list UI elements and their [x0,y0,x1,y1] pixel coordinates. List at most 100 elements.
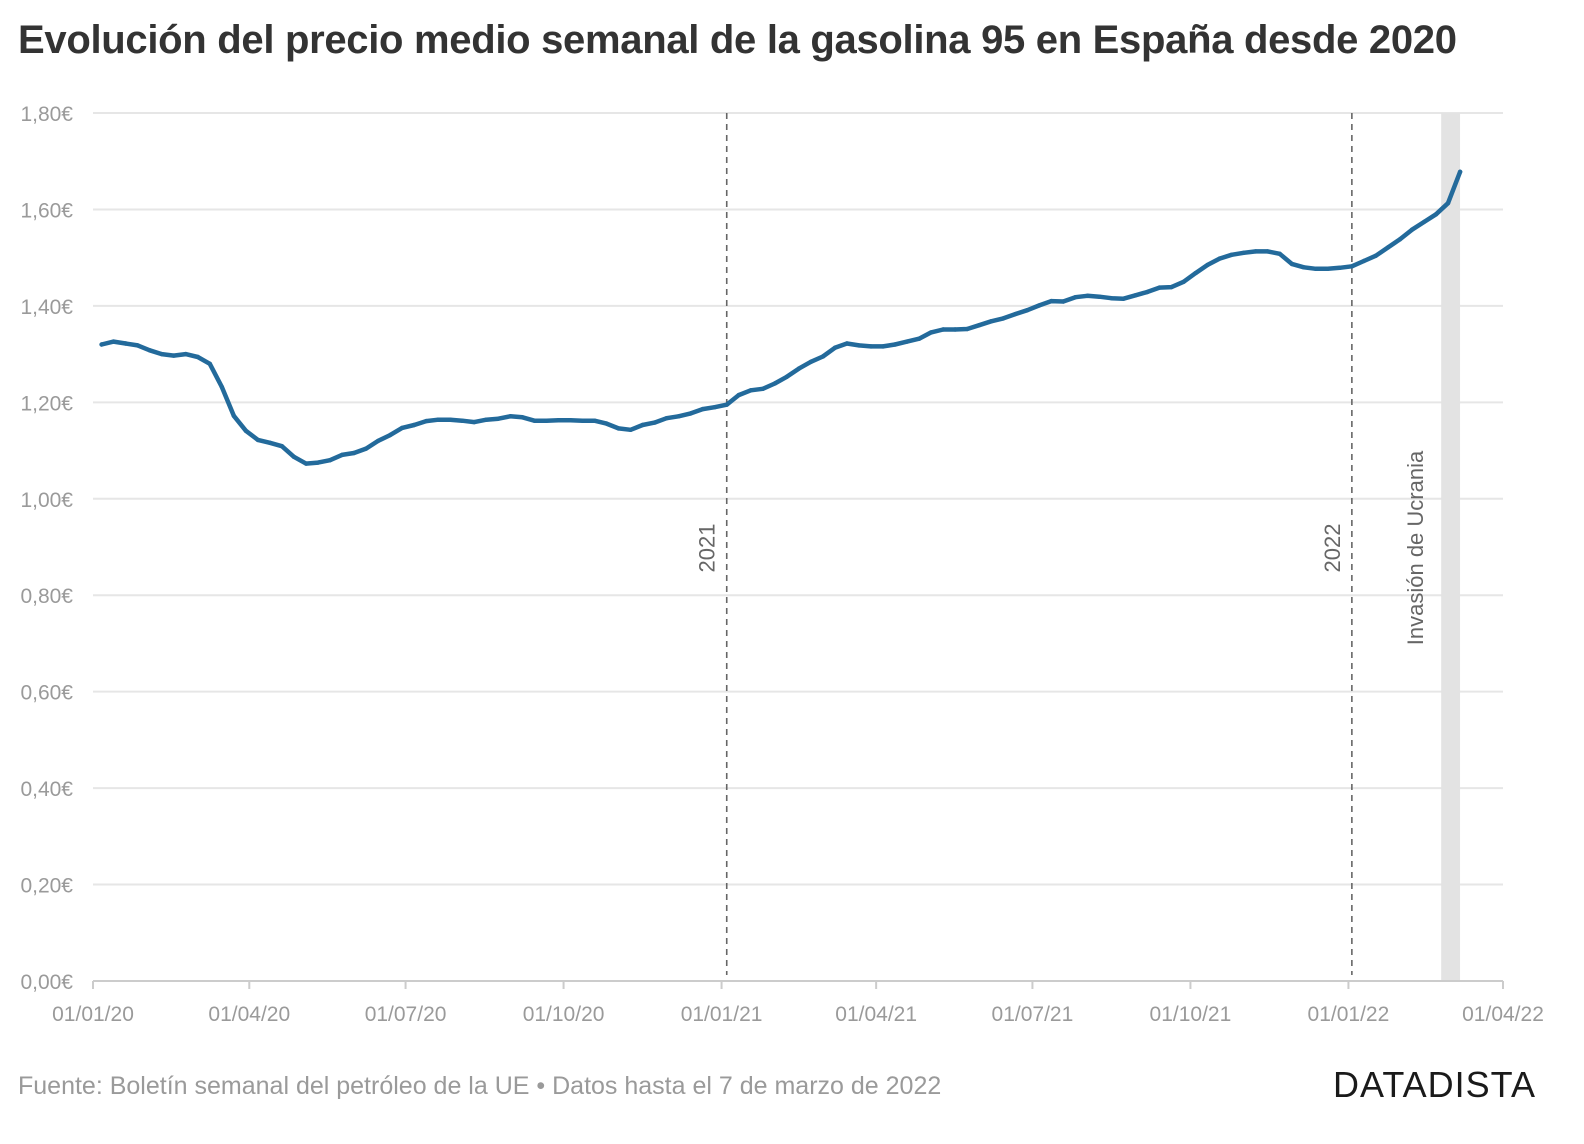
data-point [1181,279,1186,284]
data-point [1169,284,1174,290]
data-point [1457,169,1463,174]
data-point [880,344,886,349]
data-point [135,343,140,348]
data-point [1349,264,1355,269]
data-point [1025,308,1030,313]
data-point [700,406,705,412]
data-point [580,418,585,423]
data-point [796,366,802,371]
x-tick-label: 01/04/22 [1462,1003,1544,1026]
data-point [1385,245,1391,250]
data-point [1073,295,1078,300]
data-point [219,384,224,390]
data-point [195,354,200,360]
data-point [604,421,609,426]
y-tick-label: 0,80€ [20,585,73,608]
data-point [412,422,417,428]
series-layer [99,169,1463,466]
data-point [652,420,657,425]
source-text: Fuente: Boletín semanal del petróleo de … [18,1072,530,1100]
data-point [748,388,753,393]
data-point [856,343,862,348]
data-point [147,348,152,353]
data-point [183,351,188,357]
x-tick-label: 01/10/21 [1150,1003,1232,1026]
x-tick-label: 01/04/21 [835,1003,917,1026]
data-point [1205,262,1210,268]
data-point [628,427,633,432]
y-axis-labels: 0,00€ 0,20€ 0,40€ 0,60€ 0,80€ 1,00€ 1,20€ 1,40€… [20,103,73,994]
data-point [1001,316,1006,321]
data-point [363,446,369,451]
data-point [171,353,176,358]
data-point [436,417,441,422]
data-point [640,422,645,428]
data-point [484,417,489,422]
data-point [520,415,525,420]
data-point [892,342,898,347]
data-point [1289,261,1295,267]
data-point [1133,293,1138,298]
data-point [1421,219,1427,225]
line-chart: 2021 2022 Invasión de Ucrania 0,00€0,20€0,… [20,103,1544,1026]
data-point [448,417,453,422]
footer-separator: • [536,1072,546,1100]
x-tick-label: 01/07/20 [365,1003,447,1026]
data-point [965,326,970,332]
data-point [832,345,838,350]
y-tick-label: 1,00€ [20,489,73,512]
data-point [1241,250,1246,255]
y-tick-label: 0,00€ [20,971,73,994]
data-point [1145,289,1150,295]
y-tick-label: 0,60€ [20,682,73,705]
data-point [676,414,681,419]
annotation-markers: 2021 2022 Invasión de Ucrania [695,113,1428,975]
data-point [399,425,405,431]
annotation-label: 2022 [1320,524,1345,573]
data-point [1229,252,1234,257]
data-point [1337,265,1343,270]
data-point [207,361,212,366]
data-point [760,386,765,391]
data-point [375,438,381,444]
data-point [496,416,501,421]
data-point [868,344,874,349]
y-tick-label: 1,80€ [20,103,73,126]
data-point [532,418,537,423]
data-point [1325,266,1331,271]
x-tick-label: 01/01/21 [681,1003,763,1026]
x-tick-label: 01/07/21 [992,1003,1074,1026]
axes [92,980,1504,989]
data-point [904,339,910,344]
data-point [784,374,789,379]
data-point [327,458,333,463]
data-point [1409,227,1415,232]
data-point [1277,251,1282,256]
data-point [1361,258,1367,264]
data-point [1109,296,1114,301]
data-point [1013,311,1018,317]
y-tick-label: 0,40€ [20,778,73,801]
series-line [99,169,1463,466]
data-point [255,437,261,443]
data-point [1049,298,1054,304]
data-point [159,351,164,357]
footer-source: Fuente: Boletín semanal del petróleo de … [18,1072,941,1101]
data-point [724,402,729,407]
data-point [1445,201,1451,206]
data-point [1061,299,1066,304]
data-point [1193,270,1198,276]
y-tick-label: 1,20€ [20,392,73,415]
data-point [1253,249,1258,254]
y-tick-label: 1,60€ [20,199,73,222]
data-point [1097,294,1102,299]
data-point [1217,256,1222,261]
data-point [303,461,309,466]
data-point [688,411,693,416]
data-point [616,426,621,431]
data-point [1037,303,1042,308]
data-point [279,444,285,449]
data-point [243,428,249,433]
data-point [1373,253,1379,258]
data-point [1121,296,1126,301]
